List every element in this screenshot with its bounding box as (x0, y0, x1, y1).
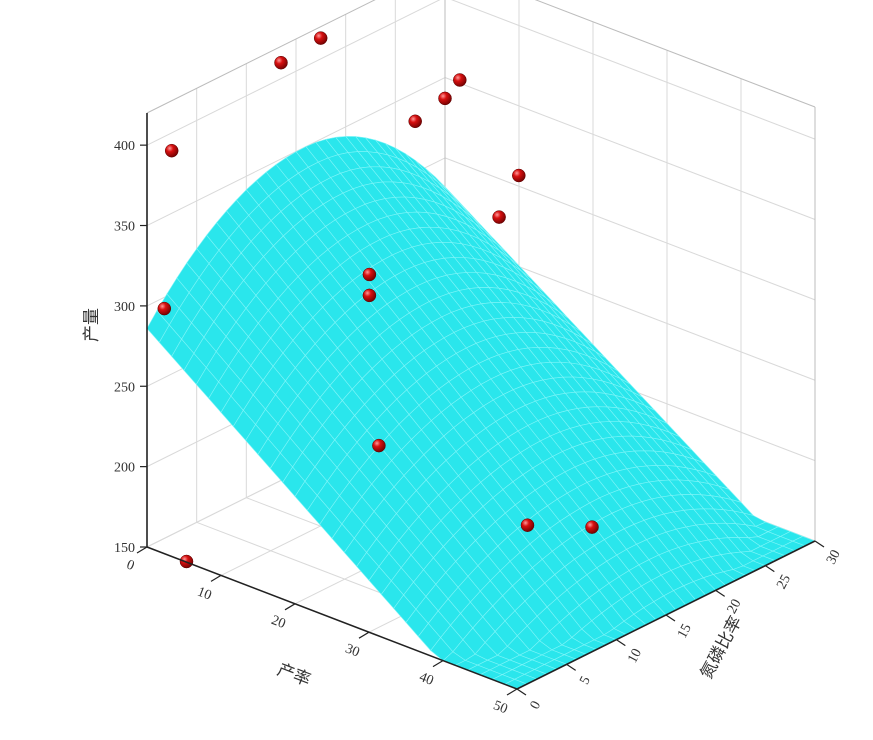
y-tick (516, 688, 527, 696)
data-point (438, 91, 452, 106)
data-point (362, 267, 377, 282)
x-tick-label: 30 (343, 641, 361, 660)
grid-line (451, 0, 816, 140)
y-tick (765, 565, 775, 573)
z-tick-label: 400 (114, 139, 135, 154)
data-point (585, 520, 599, 534)
x-tick-label: 20 (269, 613, 287, 632)
grid-line (444, 77, 816, 220)
data-point (362, 288, 377, 303)
x-axis-title: 产率 (275, 660, 314, 690)
y-tick-label: 20 (725, 597, 745, 616)
z-tick-label: 350 (114, 220, 135, 235)
axes (136, 113, 825, 696)
x-tick-label: 50 (491, 698, 509, 717)
x-tick (284, 603, 296, 611)
data-point (453, 73, 467, 87)
data-point (492, 210, 506, 224)
y-tick-label: 25 (774, 572, 794, 591)
grid-line (146, 0, 441, 146)
z-tick-label: 250 (114, 380, 135, 395)
x-tick-label: 10 (195, 585, 213, 604)
y-tick-label: 5 (577, 674, 594, 687)
data-points-front (157, 31, 599, 534)
fitted-surface (146, 136, 816, 690)
data-point (313, 31, 328, 45)
z-tick-label: 150 (114, 541, 135, 556)
x-tick (358, 631, 370, 639)
x-tick (506, 688, 518, 696)
y-tick (814, 540, 825, 548)
data-point (274, 55, 288, 70)
x-tick (210, 574, 222, 582)
frame-edge (146, 0, 376, 114)
frame-edge (534, 0, 816, 108)
x-tick-label: 0 (124, 557, 136, 574)
x-axis-line (146, 546, 518, 690)
y-tick-label: 15 (675, 622, 695, 641)
data-point (372, 438, 386, 453)
y-tick (566, 663, 576, 671)
z-axis-title: 产量 (82, 308, 101, 342)
y-tick (616, 639, 626, 647)
y-axis-title: 氮磷比率 (697, 613, 746, 682)
z-tick-label: 200 (114, 461, 135, 476)
x-tick-label: 40 (417, 670, 435, 689)
data-point (512, 168, 526, 183)
data-point (157, 301, 172, 316)
x-tick (136, 546, 148, 554)
x-tick (432, 660, 444, 668)
y-tick (715, 589, 725, 597)
y-tick-label: 0 (528, 699, 545, 712)
grid-line (444, 157, 816, 301)
data-point (164, 143, 179, 158)
data-point (520, 518, 535, 532)
z-tick-label: 300 (114, 300, 135, 315)
y-tick-label: 30 (824, 548, 844, 567)
y-tick-label: 10 (625, 646, 645, 665)
data-point (408, 114, 422, 129)
y-tick (665, 614, 676, 622)
